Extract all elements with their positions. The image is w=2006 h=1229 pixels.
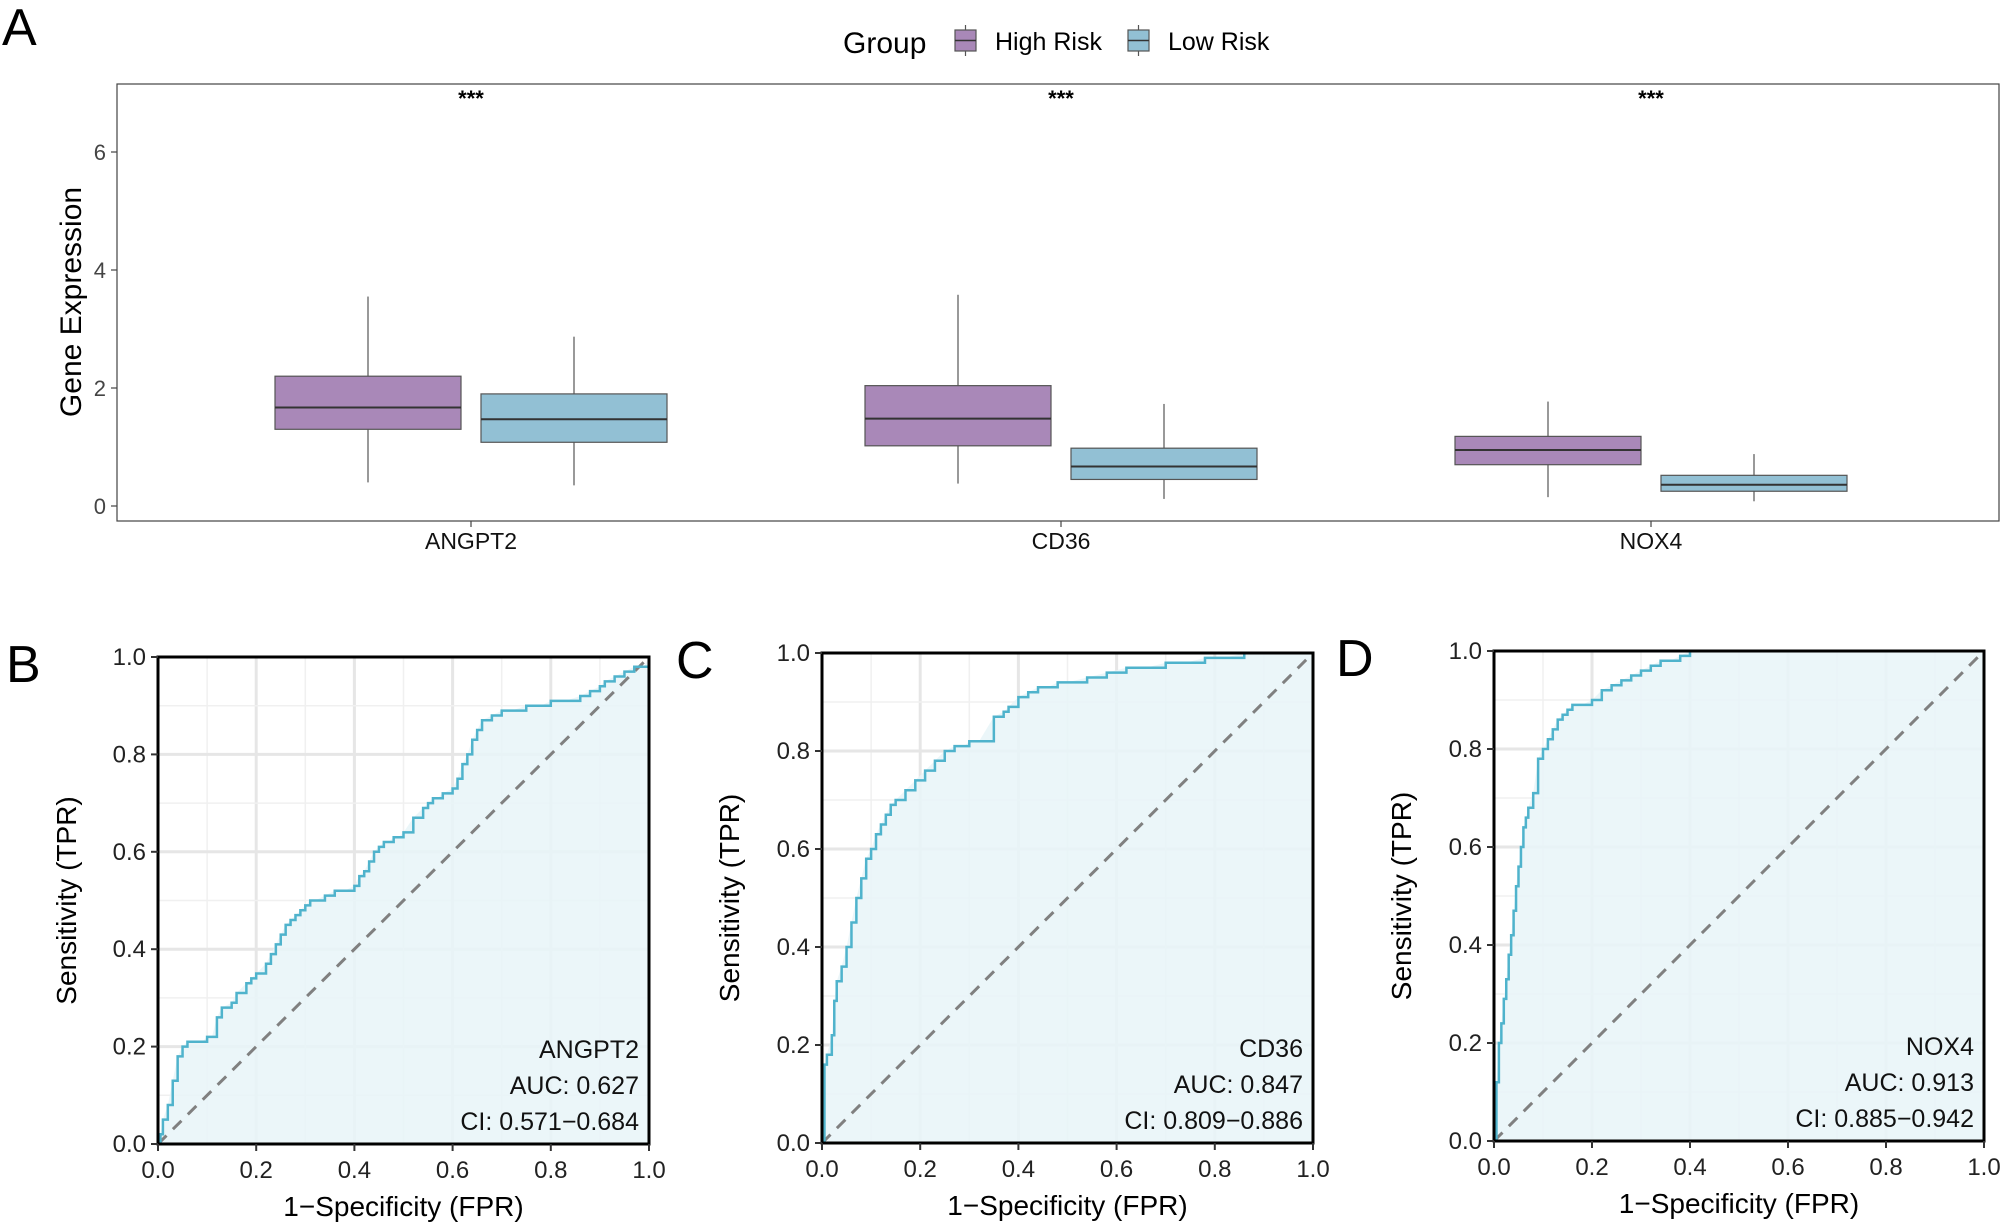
roc-curve-nox4 bbox=[1494, 649, 1984, 1143]
roc-curve-angpt2 bbox=[158, 657, 651, 1146]
panel-label-b: B bbox=[6, 636, 41, 694]
legend-item-high-risk: High Risk bbox=[954, 25, 1102, 56]
x-tick-label: 0.2 bbox=[1575, 1154, 1608, 1181]
roc-panel-b: B 0.00.0 0.2 0.2 0.4 0.4 0.6 0.6 0.8 0.8 1.0 1.0 1−S… bbox=[6, 636, 666, 1222]
y-tick-label: 0.4 bbox=[113, 936, 146, 963]
y-tick-label: 0.0 bbox=[1449, 1128, 1482, 1155]
y-tick-label: 1.0 bbox=[1449, 638, 1482, 665]
x-tick-label: 1.0 bbox=[632, 1157, 665, 1184]
y-tick-label: 0.2 bbox=[777, 1032, 810, 1059]
x-tick-label: 0.4 bbox=[1002, 1156, 1035, 1183]
roc-panel-c: C 0.00.0 0.2 0.2 0.4 0.4 0.6 0.6 0.8 0.8 1.0 1.0 1−S… bbox=[676, 632, 1330, 1221]
plot-border bbox=[1492, 649, 1986, 1143]
significance-label: *** bbox=[1048, 86, 1074, 111]
box-low-risk-nox4 bbox=[1660, 474, 1848, 492]
legend-item-low-risk: Low Risk bbox=[1127, 25, 1270, 56]
significance-label: *** bbox=[1638, 86, 1664, 111]
y-tick-label: 0.2 bbox=[1449, 1030, 1482, 1057]
x-tick-label: 0.4 bbox=[338, 1157, 371, 1184]
box-high-risk-cd36 bbox=[864, 385, 1052, 447]
y-tick-label: 6 bbox=[94, 140, 106, 165]
boxplot-y-axis-label: Gene Expression bbox=[55, 187, 88, 417]
x-axis-label: 1−Specificity (FPR) bbox=[283, 1191, 523, 1222]
y-tick-label: 0.0 bbox=[113, 1131, 146, 1158]
legend-label-high-risk: High Risk bbox=[995, 28, 1102, 56]
significance-label: *** bbox=[458, 86, 484, 111]
y-tick-label: 2 bbox=[94, 376, 106, 401]
x-tick-label: 0.2 bbox=[240, 1157, 273, 1184]
x-tick-label-angpt2: ANGPT2 bbox=[425, 528, 517, 554]
roc-panel-d: D 0.00.0 0.2 0.2 0.4 0.4 0.6 0.6 0.8 0.8 1.0 1.0 1−S… bbox=[1336, 630, 2001, 1219]
box-low-risk-angpt2 bbox=[480, 393, 668, 443]
y-tick-label: 1.0 bbox=[113, 644, 146, 671]
y-tick-label: 0.2 bbox=[113, 1034, 146, 1061]
x-tick-label: 0.8 bbox=[1869, 1154, 1902, 1181]
reference-diagonal bbox=[1492, 649, 1986, 1143]
y-tick-label: 0 bbox=[94, 494, 106, 519]
panel-label-a: A bbox=[2, 0, 37, 57]
roc-auc-label: AUC: 0.847 bbox=[1174, 1071, 1303, 1099]
x-tick-label: 0.6 bbox=[1100, 1156, 1133, 1183]
roc-auc-label: AUC: 0.913 bbox=[1845, 1069, 1974, 1097]
x-axis-label: 1−Specificity (FPR) bbox=[947, 1190, 1187, 1221]
roc-curve-cd36 bbox=[822, 651, 1313, 1145]
box-high-risk-angpt2 bbox=[274, 375, 462, 430]
roc-ci-label: CI: 0.571−0.684 bbox=[460, 1108, 639, 1136]
x-tick-label: 0.0 bbox=[141, 1157, 174, 1184]
roc-ci-label: CI: 0.885−0.942 bbox=[1795, 1105, 1974, 1133]
y-tick-label: 0.6 bbox=[777, 836, 810, 863]
y-axis-label: Sensitivity (TPR) bbox=[714, 794, 745, 1002]
y-tick-label: 4 bbox=[94, 258, 106, 283]
legend-label-low-risk: Low Risk bbox=[1168, 28, 1270, 56]
y-axis-label: Sensitivity (TPR) bbox=[51, 796, 82, 1004]
x-tick-label: 0.0 bbox=[805, 1156, 838, 1183]
y-tick-label: 0.4 bbox=[777, 934, 810, 961]
x-tick-label: 1.0 bbox=[1967, 1154, 2000, 1181]
panel-label-c: C bbox=[676, 632, 714, 690]
x-tick-label: 0.8 bbox=[534, 1157, 567, 1184]
box-low-risk-cd36 bbox=[1070, 447, 1258, 481]
x-tick-label: 0.2 bbox=[904, 1156, 937, 1183]
legend-title: Group bbox=[843, 27, 926, 60]
x-tick-label: 0.6 bbox=[1771, 1154, 1804, 1181]
plot-border bbox=[820, 651, 1315, 1145]
x-tick-label: 0.4 bbox=[1673, 1154, 1706, 1181]
x-tick-label: 0.0 bbox=[1477, 1154, 1510, 1181]
y-tick-label: 0.4 bbox=[1449, 932, 1482, 959]
y-tick-label: 0.8 bbox=[1449, 736, 1482, 763]
roc-gene-label: CD36 bbox=[1239, 1035, 1303, 1063]
y-tick-label: 1.0 bbox=[777, 640, 810, 667]
x-tick-label: 0.6 bbox=[436, 1157, 469, 1184]
x-tick-label: 1.0 bbox=[1296, 1156, 1329, 1183]
reference-diagonal bbox=[156, 655, 651, 1146]
roc-auc-label: AUC: 0.627 bbox=[510, 1072, 639, 1100]
y-tick-label: 0.8 bbox=[113, 741, 146, 768]
x-tick-label-cd36: CD36 bbox=[1032, 528, 1091, 554]
x-axis-label: 1−Specificity (FPR) bbox=[1619, 1188, 1859, 1219]
y-tick-label: 0.0 bbox=[777, 1130, 810, 1157]
boxplot-layer: 0 2 4 6 ANGPT2 *** CD36 *** NOX4 *** bbox=[94, 86, 1848, 554]
x-tick-label-nox4: NOX4 bbox=[1620, 528, 1683, 554]
y-tick-label: 0.6 bbox=[113, 839, 146, 866]
plot-border bbox=[156, 655, 651, 1146]
y-axis-label: Sensitivity (TPR) bbox=[1386, 792, 1417, 1000]
reference-diagonal bbox=[820, 651, 1315, 1145]
roc-gene-label: ANGPT2 bbox=[539, 1036, 639, 1064]
roc-gene-label: NOX4 bbox=[1906, 1033, 1974, 1061]
roc-ci-label: CI: 0.809−0.886 bbox=[1124, 1107, 1303, 1135]
boxplot-panel-border bbox=[116, 83, 2000, 522]
panel-label-d: D bbox=[1336, 630, 1374, 688]
legend: Group High Risk Low Risk bbox=[843, 25, 1270, 60]
y-tick-label: 0.6 bbox=[1449, 834, 1482, 861]
x-tick-label: 0.8 bbox=[1198, 1156, 1231, 1183]
y-tick-label: 0.8 bbox=[777, 738, 810, 765]
